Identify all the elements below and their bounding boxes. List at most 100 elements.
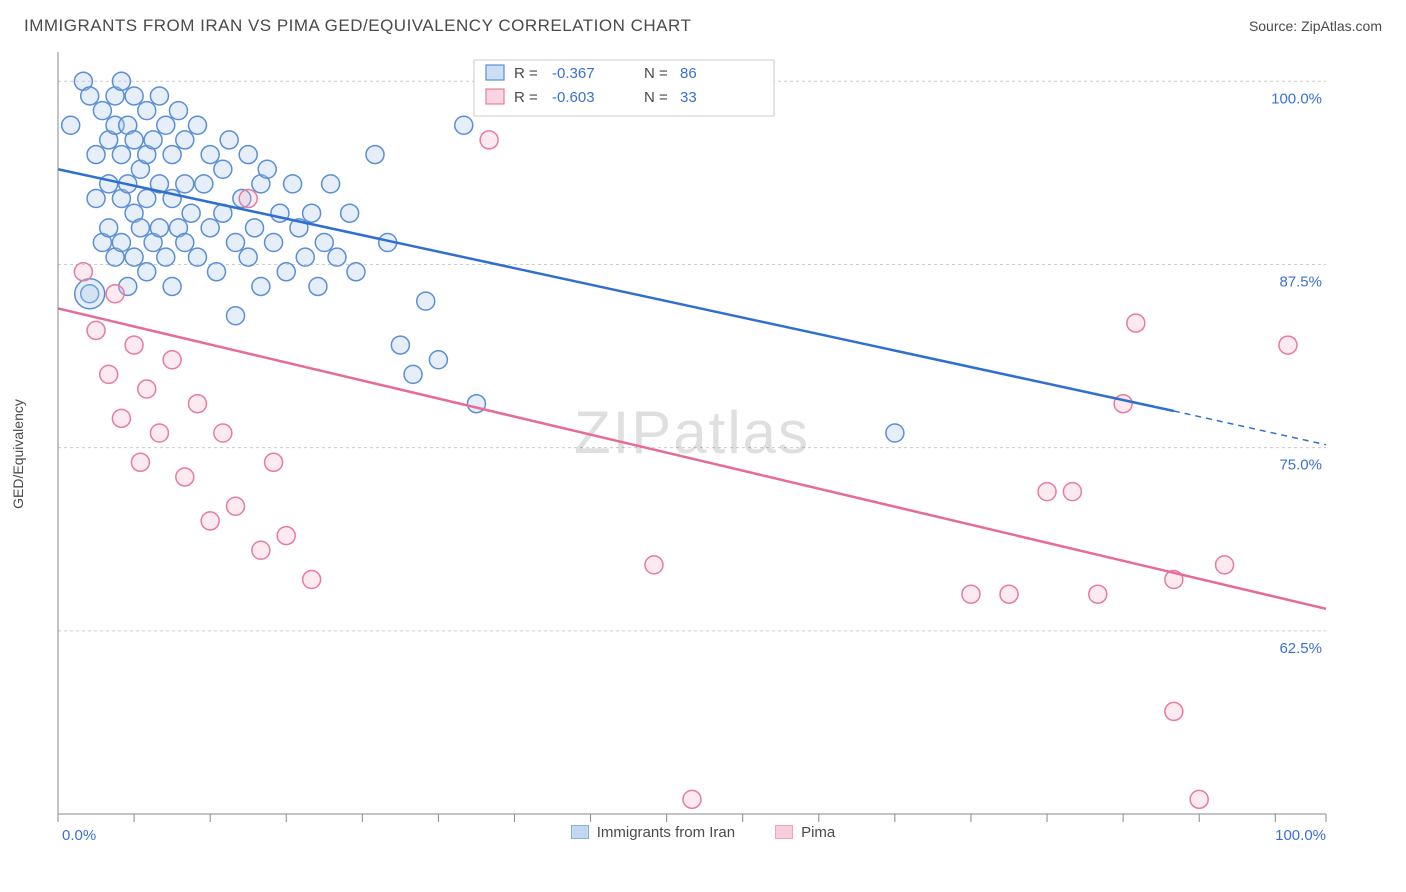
data-point xyxy=(188,248,206,266)
data-point xyxy=(309,277,327,295)
data-point xyxy=(347,263,365,281)
data-point xyxy=(455,116,473,134)
data-point xyxy=(131,453,149,471)
data-point xyxy=(303,204,321,222)
data-point xyxy=(169,102,187,120)
data-point xyxy=(208,263,226,281)
data-point xyxy=(429,351,447,369)
data-point xyxy=(227,234,245,252)
data-point xyxy=(1190,790,1208,808)
trend-line-extrapolated xyxy=(1174,411,1326,445)
svg-text:62.5%: 62.5% xyxy=(1279,640,1322,657)
legend-item: Immigrants from Iran xyxy=(571,824,735,841)
data-point xyxy=(252,277,270,295)
data-point xyxy=(176,175,194,193)
data-point xyxy=(239,190,257,208)
data-point xyxy=(341,204,359,222)
svg-text:86: 86 xyxy=(680,65,697,82)
data-point xyxy=(227,307,245,325)
data-point xyxy=(100,219,118,237)
trend-line xyxy=(58,169,1174,411)
data-point xyxy=(131,219,149,237)
chart-source: Source: ZipAtlas.com xyxy=(1249,18,1382,34)
data-point xyxy=(125,87,143,105)
data-point xyxy=(258,160,276,178)
svg-text:ZIPatlas: ZIPatlas xyxy=(574,399,810,466)
data-point xyxy=(100,365,118,383)
data-point xyxy=(252,541,270,559)
data-point xyxy=(366,146,384,164)
data-point xyxy=(182,204,200,222)
data-point xyxy=(144,131,162,149)
data-point xyxy=(277,263,295,281)
data-point xyxy=(74,263,92,281)
data-point xyxy=(163,277,181,295)
data-point xyxy=(150,424,168,442)
data-point xyxy=(246,219,264,237)
data-point xyxy=(296,248,314,266)
data-point xyxy=(303,571,321,589)
legend-swatch xyxy=(571,825,589,839)
data-point xyxy=(87,190,105,208)
data-point xyxy=(265,234,283,252)
data-point xyxy=(1165,702,1183,720)
data-point xyxy=(176,131,194,149)
data-point xyxy=(87,321,105,339)
data-point xyxy=(188,395,206,413)
data-point xyxy=(188,116,206,134)
trend-line xyxy=(58,308,1326,608)
svg-text:R =: R = xyxy=(514,89,538,106)
data-point xyxy=(1038,483,1056,501)
data-point xyxy=(62,116,80,134)
data-point xyxy=(195,175,213,193)
data-point xyxy=(239,248,257,266)
data-point xyxy=(220,131,238,149)
data-point xyxy=(138,380,156,398)
data-point xyxy=(106,285,124,303)
data-point xyxy=(112,234,130,252)
svg-text:-0.603: -0.603 xyxy=(552,89,595,106)
data-point xyxy=(138,263,156,281)
data-point xyxy=(157,248,175,266)
y-axis-label: GED/Equivalency xyxy=(10,399,26,509)
data-point xyxy=(157,116,175,134)
legend-item: Pima xyxy=(775,824,835,841)
data-point xyxy=(163,351,181,369)
data-point xyxy=(201,512,219,530)
data-point xyxy=(962,585,980,603)
chart-title: IMMIGRANTS FROM IRAN VS PIMA GED/EQUIVAL… xyxy=(24,16,691,36)
svg-text:87.5%: 87.5% xyxy=(1279,273,1322,290)
svg-text:N =: N = xyxy=(644,89,668,106)
data-point xyxy=(1216,556,1234,574)
bottom-legend: Immigrants from Iran Pima xyxy=(24,824,1382,841)
data-point xyxy=(112,146,130,164)
svg-text:N =: N = xyxy=(644,65,668,82)
data-point xyxy=(645,556,663,574)
data-point xyxy=(150,219,168,237)
chart-container: GED/Equivalency 62.5%75.0%87.5%100.0%ZIP… xyxy=(24,44,1382,864)
correlation-scatter-chart: 62.5%75.0%87.5%100.0%ZIPatlas0.0%100.0%R… xyxy=(24,44,1354,864)
data-point xyxy=(277,527,295,545)
data-point xyxy=(163,146,181,164)
data-point xyxy=(176,468,194,486)
data-point xyxy=(214,160,232,178)
data-point xyxy=(112,409,130,427)
data-point-large xyxy=(75,279,105,309)
data-point xyxy=(1279,336,1297,354)
data-point xyxy=(214,424,232,442)
data-point xyxy=(239,146,257,164)
svg-text:75.0%: 75.0% xyxy=(1279,457,1322,474)
data-point xyxy=(265,453,283,471)
data-point xyxy=(404,365,422,383)
svg-text:R =: R = xyxy=(514,65,538,82)
data-point xyxy=(227,497,245,515)
data-point xyxy=(87,146,105,164)
data-point xyxy=(328,248,346,266)
svg-text:-0.367: -0.367 xyxy=(552,65,595,82)
data-point xyxy=(176,234,194,252)
data-point xyxy=(201,219,219,237)
data-point xyxy=(81,87,99,105)
data-point xyxy=(112,72,130,90)
data-point xyxy=(125,336,143,354)
data-point xyxy=(417,292,435,310)
